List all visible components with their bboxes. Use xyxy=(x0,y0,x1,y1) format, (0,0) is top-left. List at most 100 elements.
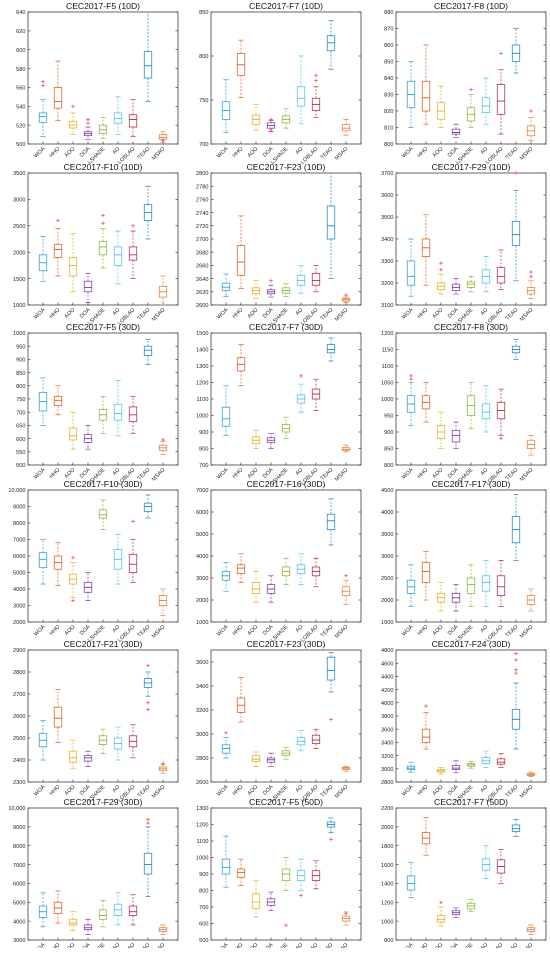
y-tick-label: 6000 xyxy=(13,554,25,560)
subplot-title: CEC2017-F24 (30D) xyxy=(432,639,511,649)
outlier-marker xyxy=(41,79,45,84)
y-tick-label: 800 xyxy=(384,142,393,148)
y-tick-label: 700 xyxy=(199,905,208,911)
y-tick-label: 3800 xyxy=(381,714,393,720)
subplot-title: CEC2017-F7 (10D) xyxy=(249,1,323,11)
y-tick-label: 2640 xyxy=(196,277,208,283)
box-MSAO: MSAO xyxy=(519,771,536,800)
iqr-box xyxy=(326,205,336,240)
box-LSHADE: LSHADE xyxy=(455,87,476,166)
box-TEAO: TEAO xyxy=(505,494,521,639)
iqr-box xyxy=(311,734,321,744)
y-tick-label: 1800 xyxy=(381,844,393,850)
y-tick-label: 950 xyxy=(384,414,393,420)
outlier-marker xyxy=(314,73,318,78)
y-tick-label: 620 xyxy=(16,29,25,35)
x-tick-label: AO xyxy=(112,307,122,317)
box-TEAO: TEAO xyxy=(320,337,336,482)
x-tick-label: TEAO xyxy=(137,942,152,948)
iqr-box xyxy=(496,575,506,596)
iqr-box xyxy=(326,344,336,354)
x-tick-label: MSAO xyxy=(151,784,166,799)
box-HHO: HHO xyxy=(232,215,246,320)
x-tick-label: WOA xyxy=(216,307,230,321)
x-tick-label: TEAO xyxy=(505,146,520,161)
y-tick-label: 2740 xyxy=(196,211,208,217)
box-HHO: HHO xyxy=(417,817,431,953)
box-TEAO: TEAO xyxy=(505,818,521,953)
outlier-marker xyxy=(56,218,60,223)
axes-frame xyxy=(210,332,362,466)
outlier-marker xyxy=(514,668,518,672)
y-tick-label: 3500 xyxy=(13,171,25,177)
box-TEAO: TEAO xyxy=(137,339,153,482)
y-tick-label: 860 xyxy=(384,43,393,49)
box-LOBLAO: LOBLAO xyxy=(117,724,138,804)
box-HHO: HHO xyxy=(49,689,63,797)
y-tick-label: 2000 xyxy=(381,598,393,604)
y-tick-label: 3000 xyxy=(381,767,393,773)
box-MSAO: MSAO xyxy=(519,270,536,323)
x-tick-label: AOO xyxy=(432,146,445,159)
subplot-title: CEC2017-F29 (30D) xyxy=(64,797,143,807)
x-tick-label: AOO xyxy=(432,942,445,948)
box-TEAO: TEAO xyxy=(137,494,153,639)
iqr-box xyxy=(496,84,506,115)
y-tick-label: 4600 xyxy=(381,661,393,667)
box-HHO: HHO xyxy=(417,704,431,797)
x-tick-label: WOA xyxy=(216,942,230,948)
box-LOBLAO: LOBLAO xyxy=(485,249,506,327)
box-DOA: DOA xyxy=(79,272,93,320)
x-tick-label: AO xyxy=(295,784,305,794)
outlier-marker xyxy=(314,78,318,83)
box-TEAO: TEAO xyxy=(505,339,521,482)
box-AO: AO xyxy=(295,553,306,634)
x-tick-label: DOA xyxy=(447,146,460,159)
box-LSHADE: LSHADE xyxy=(87,117,108,166)
x-tick-label: HHO xyxy=(232,146,245,159)
box-TEAO: TEAO xyxy=(137,817,153,953)
box-DOA: DOA xyxy=(262,575,276,637)
y-tick-label: 1100 xyxy=(381,364,393,370)
box-AO: AO xyxy=(295,265,306,317)
box-WOA: WOA xyxy=(33,539,48,638)
iqr-box xyxy=(113,112,123,124)
x-tick-label: WOA xyxy=(216,467,230,481)
outlier-marker xyxy=(71,104,75,109)
iqr-box xyxy=(98,509,108,519)
iqr-box xyxy=(68,750,78,763)
iqr-box xyxy=(38,112,48,123)
y-tick-label: 1200 xyxy=(381,900,393,906)
y-tick-label: 560 xyxy=(16,86,25,92)
box-AO: AO xyxy=(480,750,491,794)
y-tick-label: 8000 xyxy=(13,844,25,850)
outlier-marker xyxy=(514,658,518,662)
iqr-box xyxy=(326,656,336,681)
y-tick-label: 600 xyxy=(199,922,208,928)
box-AO: AO xyxy=(112,380,123,477)
x-tick-label: DOA xyxy=(262,942,275,948)
box-MSAO: MSAO xyxy=(334,766,351,800)
box-DOA: DOA xyxy=(262,891,276,953)
subplot-title: CEC2017-F7 (30D) xyxy=(249,322,323,332)
box-AOO: AOO xyxy=(432,582,446,637)
box-WOA: WOA xyxy=(33,79,48,160)
y-tick-label: 2500 xyxy=(381,576,393,582)
y-tick-label: 6000 xyxy=(13,882,25,888)
box-AOO: AOO xyxy=(64,104,78,159)
x-tick-label: HHO xyxy=(417,784,430,797)
box-AO: AO xyxy=(112,726,123,794)
y-tick-label: 2000 xyxy=(13,250,25,256)
box-LOBLAO: LOBLAO xyxy=(117,519,138,644)
x-tick-label: AOO xyxy=(64,942,77,948)
box-DOA: DOA xyxy=(79,117,93,159)
box-MSAO: MSAO xyxy=(151,275,168,323)
iqr-box xyxy=(83,924,93,931)
x-tick-label: AOO xyxy=(247,942,260,948)
box-WOA: WOA xyxy=(401,374,416,481)
y-tick-label: 2000 xyxy=(196,598,208,604)
box-HHO: HHO xyxy=(417,44,431,159)
x-tick-label: WOA xyxy=(33,307,47,321)
x-tick-label: DOA xyxy=(447,942,460,948)
